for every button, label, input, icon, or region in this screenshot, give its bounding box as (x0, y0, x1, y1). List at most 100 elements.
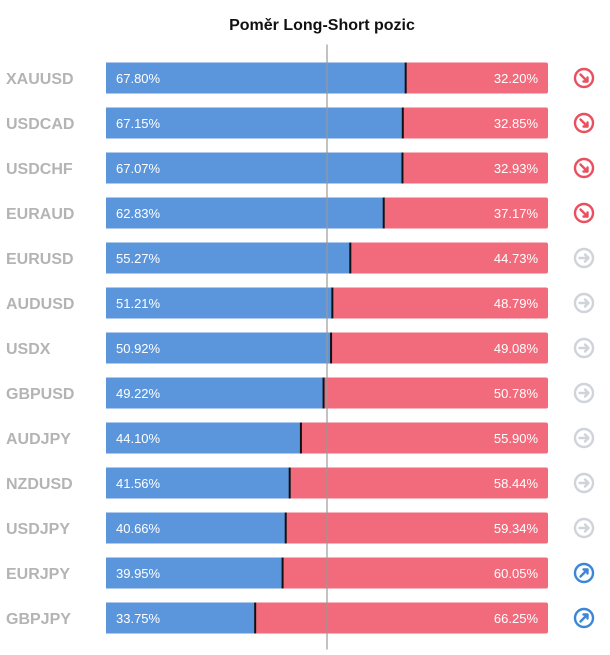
long-bar-cap (106, 332, 108, 364)
trend-icon-arrow (578, 298, 590, 308)
arrow-down-right-icon[interactable] (573, 202, 595, 224)
short-percent-label: 58.44% (494, 476, 539, 491)
ratio-divider (331, 287, 334, 319)
pair-symbol: AUDJPY (6, 431, 71, 448)
arrow-right-icon[interactable] (573, 427, 595, 449)
short-percent-label: 44.73% (494, 251, 539, 266)
arrow-right-icon[interactable] (573, 517, 595, 539)
long-bar (106, 107, 403, 139)
pair-row: XAUUSD 67.80% 32.20% (6, 62, 595, 94)
trend-icon-ring (573, 517, 595, 539)
short-percent-label: 66.25% (494, 611, 539, 626)
arrow-up-right-icon[interactable] (573, 607, 595, 629)
long-percent-label: 67.15% (116, 116, 161, 131)
pair-symbol: NZDUSD (6, 476, 73, 493)
pair-row: USDCHF 67.07% 32.93% (6, 152, 595, 184)
long-percent-label: 44.10% (116, 431, 161, 446)
short-percent-label: 55.90% (494, 431, 539, 446)
pair-symbol: EURAUD (6, 206, 74, 223)
trend-icon-arrow (579, 208, 589, 218)
arrow-up-right-icon[interactable] (573, 562, 595, 584)
pair-symbol: USDCAD (6, 116, 74, 133)
long-percent-label: 41.56% (116, 476, 161, 491)
short-percent-label: 50.78% (494, 386, 539, 401)
arrow-right-icon[interactable] (573, 472, 595, 494)
pair-symbol: GBPUSD (6, 386, 74, 403)
arrow-down-right-icon[interactable] (573, 112, 595, 134)
trend-icon-arrow (578, 388, 590, 398)
ratio-divider (299, 422, 302, 454)
trend-icon-arrow (579, 73, 589, 83)
ratio-divider (284, 512, 287, 544)
ratio-divider (288, 467, 291, 499)
trend-icon-ring (573, 382, 595, 404)
long-bar-cap (106, 107, 108, 139)
pair-row: AUDUSD 51.21% 48.79% (6, 287, 595, 319)
pair-symbol: USDX (6, 341, 51, 358)
ratio-divider (330, 332, 333, 364)
long-bar-cap (106, 557, 108, 589)
short-percent-label: 60.05% (494, 566, 539, 581)
trend-icon-ring (573, 292, 595, 314)
trend-icon-ring (573, 202, 595, 224)
pair-row: AUDJPY 44.10% 55.90% (6, 422, 595, 454)
trend-icon-ring (573, 337, 595, 359)
trend-icon-ring (573, 472, 595, 494)
trend-icon-arrow (579, 118, 589, 128)
arrow-right-icon[interactable] (573, 247, 595, 269)
pair-row: EURAUD 62.83% 37.17% (6, 197, 595, 229)
long-percent-label: 40.66% (116, 521, 161, 536)
pair-symbol: XAUUSD (6, 71, 74, 88)
pair-symbol: USDCHF (6, 161, 73, 178)
trend-icon-arrow (579, 568, 589, 578)
ratio-divider (349, 242, 352, 274)
pair-symbol: EURUSD (6, 251, 74, 268)
trend-icon-ring (573, 67, 595, 89)
long-bar-cap (106, 467, 108, 499)
pair-row: EURJPY 39.95% 60.05% (6, 557, 595, 589)
pair-symbol: USDJPY (6, 521, 70, 538)
trend-icon-ring (573, 112, 595, 134)
long-bar-cap (106, 287, 108, 319)
chart-title: Poměr Long-Short pozic (229, 17, 415, 34)
short-percent-label: 32.93% (494, 161, 539, 176)
long-bar-cap (106, 512, 108, 544)
arrow-right-icon[interactable] (573, 382, 595, 404)
trend-icon-ring (573, 157, 595, 179)
trend-icon-ring (573, 607, 595, 629)
ratio-divider (401, 152, 404, 184)
trend-icon-arrow (579, 163, 589, 173)
pair-row: GBPJPY 33.75% 66.25% (6, 602, 595, 634)
ratio-divider (254, 602, 257, 634)
long-bar-cap (106, 602, 108, 634)
long-bar-cap (106, 152, 108, 184)
long-percent-label: 55.27% (116, 251, 161, 266)
long-bar-cap (106, 197, 108, 229)
trend-icon-arrow (578, 253, 590, 263)
pair-row: NZDUSD 41.56% 58.44% (6, 467, 595, 499)
long-bar (106, 377, 324, 409)
long-percent-label: 67.07% (116, 161, 161, 176)
trend-icon-arrow (578, 433, 590, 443)
ratio-divider (322, 377, 325, 409)
short-percent-label: 32.85% (494, 116, 539, 131)
short-percent-label: 49.08% (494, 341, 539, 356)
arrow-down-right-icon[interactable] (573, 157, 595, 179)
long-percent-label: 50.92% (116, 341, 161, 356)
long-bar (106, 62, 406, 94)
arrow-right-icon[interactable] (573, 337, 595, 359)
long-bar-cap (106, 62, 108, 94)
trend-icon-ring (573, 427, 595, 449)
long-bar-cap (106, 377, 108, 409)
pair-symbol: AUDUSD (6, 296, 74, 313)
arrow-right-icon[interactable] (573, 292, 595, 314)
pair-row: GBPUSD 49.22% 50.78% (6, 377, 595, 409)
long-percent-label: 67.80% (116, 71, 161, 86)
long-bar (106, 557, 283, 589)
pair-row: EURUSD 55.27% 44.73% (6, 242, 595, 274)
arrow-down-right-icon[interactable] (573, 67, 595, 89)
long-percent-label: 49.22% (116, 386, 161, 401)
short-percent-label: 59.34% (494, 521, 539, 536)
short-percent-label: 48.79% (494, 296, 539, 311)
